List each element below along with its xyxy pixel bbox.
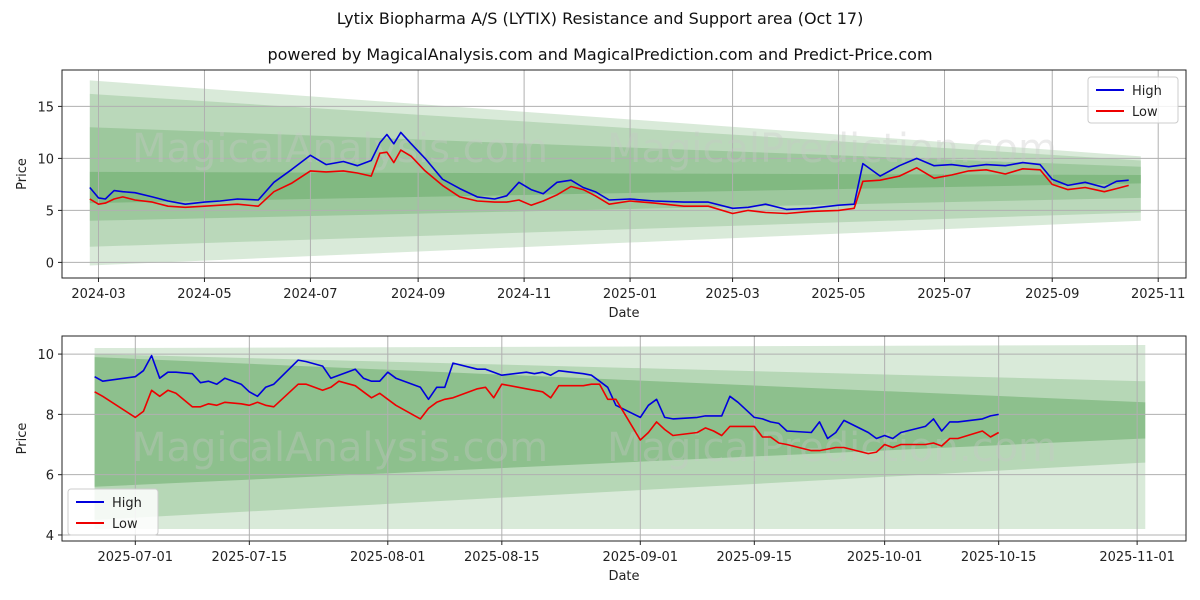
x-tick-label: 2025-01 — [603, 287, 657, 302]
x-tick-label: 2025-11-01 — [1099, 550, 1175, 565]
y-axis-label: Price — [15, 423, 30, 455]
x-tick-label: 2024-09 — [391, 287, 445, 302]
x-tick-label: 2024-05 — [177, 287, 231, 302]
x-tick-label: 2024-03 — [71, 287, 125, 302]
legend-label-high: High — [112, 496, 142, 511]
x-tick-label: 2025-09-01 — [603, 550, 679, 565]
x-tick-label: 2025-08-01 — [350, 550, 426, 565]
x-tick-label: 2025-03 — [705, 287, 759, 302]
support-resistance-band-2 — [89, 93, 1141, 247]
y-tick-label: 8 — [46, 408, 54, 423]
support-resistance-band-3 — [89, 127, 1141, 221]
y-tick-label: 6 — [46, 469, 54, 484]
watermark-text: MagicalAnalysis.com — [132, 126, 548, 172]
series-line-low — [94, 380, 1000, 455]
x-tick-label: 2024-11 — [497, 287, 551, 302]
x-axis-label: Date — [608, 569, 639, 584]
plot-frame — [61, 69, 1187, 279]
legend-label-high: High — [1132, 84, 1162, 99]
x-tick-label: 2024-07 — [283, 287, 337, 302]
chart-subtitle: powered by MagicalAnalysis.com and Magic… — [267, 45, 933, 64]
chart-panel-2: 2025-07-01 2025-07-15 2025-08-01 2025-08-15… — [15, 335, 1187, 584]
y-axis-label: Price — [15, 158, 30, 190]
x-tick-label: 2025-07-15 — [212, 550, 288, 565]
y-tick-label: 10 — [37, 348, 54, 363]
plot-frame — [61, 335, 1187, 542]
x-tick-label: 2025-09-15 — [717, 550, 793, 565]
y-tick-label: 5 — [46, 204, 54, 219]
x-tick-label: 2025-10-15 — [961, 550, 1037, 565]
series-line-low — [89, 149, 1129, 215]
x-tick-label: 2025-07-01 — [98, 550, 174, 565]
series-line-high — [89, 131, 1129, 211]
watermark-text: MagicalAnalysis.com — [132, 425, 548, 471]
support-resistance-band-3 — [94, 357, 1146, 487]
legend-label-low: Low — [112, 517, 138, 532]
y-tick-label: 4 — [46, 529, 54, 544]
x-tick-label: 2025-11 — [1131, 287, 1185, 302]
x-tick-label: 2025-10-01 — [847, 550, 923, 565]
legend: High Low — [67, 488, 159, 536]
support-resistance-band-2 — [94, 354, 1146, 520]
x-tick-label: 2025-07 — [917, 287, 971, 302]
legend-label-low: Low — [1132, 105, 1158, 120]
legend: High Low — [1087, 76, 1179, 124]
x-tick-label: 2025-05 — [811, 287, 865, 302]
chart-title: Lytix Biopharma A/S (LYTIX) Resistance a… — [336, 9, 864, 28]
series-line-high — [94, 354, 999, 440]
x-tick-label: 2025-09 — [1025, 287, 1079, 302]
x-tick-label: 2025-08-15 — [464, 550, 540, 565]
y-tick-label: 10 — [37, 152, 54, 167]
y-tick-label: 0 — [46, 256, 54, 271]
x-axis-label: Date — [608, 306, 639, 321]
support-resistance-band-1 — [89, 80, 1141, 266]
support-resistance-band-1 — [94, 345, 1146, 529]
chart-panel-1: 2024-03 2024-05 2024-07 2024-09 2024-11 2025-… — [15, 69, 1187, 321]
y-tick-label: 15 — [37, 100, 54, 115]
